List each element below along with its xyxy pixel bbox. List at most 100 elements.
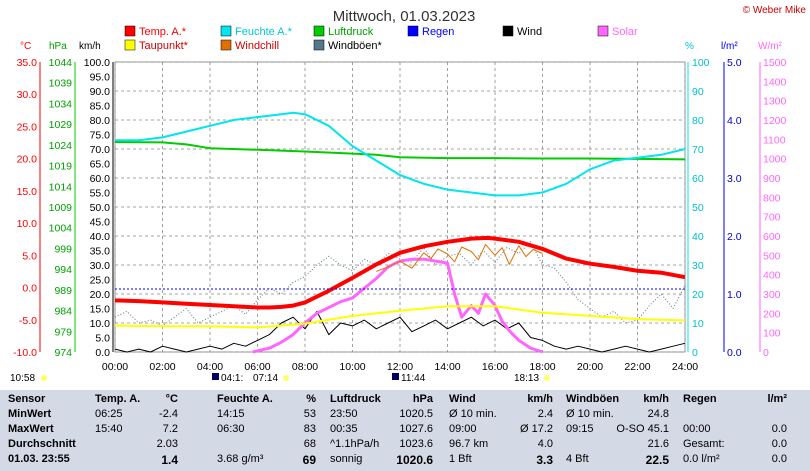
solar-tick-label: 0 [763,347,769,359]
table-header-cell: Feuchte A. [217,393,273,405]
sunrise-icon [212,373,219,380]
wind-tick-label: 10.0 [90,318,111,330]
legend-label-humidity: Feuchte A.* [235,26,293,38]
humidity-tick-label: 60 [692,173,704,185]
temp-unit: °C [20,41,31,52]
table-cell: -2.4 [159,408,178,420]
solar-tick-label: 800 [763,192,781,204]
series-windchill-line [376,243,543,272]
wind-tick-label: 75.0 [90,130,111,142]
legend: Temp. A.* Feuchte A.* Luftdruck Regen Wind So… [124,25,638,52]
humidity-tick-label: 10 [692,318,704,330]
table-header-cell: % [306,393,316,405]
humidity-unit: % [685,41,694,52]
x-tick-label: 18:00 [529,361,555,373]
pressure-tick-label: 1014 [49,181,73,193]
series-pressure-line [114,141,686,161]
table-cell: 1020.5 [399,408,433,420]
legend-swatch-pressure [313,25,325,37]
table-cell: Ø 10 min. [449,408,497,420]
table-cell: 0.0 l/m² [683,453,720,465]
sunset-label: 18:13 [514,373,539,384]
temp-tick-label: 10.0 [17,218,38,230]
table-cell: 06:30 [217,423,245,435]
temp-tick-label: 30.0 [17,89,38,101]
table-cell: 14:15 [217,408,245,420]
wind-tick-label: 20.0 [90,289,111,301]
rain-tick-label: 1.0 [727,289,742,301]
humidity-tick-label: 20 [692,289,704,301]
table-cell: 68 [303,438,316,450]
legend-label-rain: Regen [422,26,454,38]
pressure-tick-label: 989 [54,285,72,297]
table-cell: 4.0 [537,438,553,450]
solar-tick-label: 1300 [763,96,787,108]
pressure-tick-label: 1039 [49,78,73,90]
solar-tick-label: 1200 [763,115,787,127]
temp-tick-label: 25.0 [17,121,38,133]
legend-label-temp: Temp. A.* [139,26,187,38]
wind-tick-label: 55.0 [90,188,111,200]
table-cell: 0.0 [771,453,787,465]
table-cell: 2.4 [537,408,553,420]
wind-tick-label: 50.0 [90,202,111,214]
x-tick-label: 14:00 [434,361,460,373]
table-header-cell: Windböen [566,393,620,405]
weather-chart: Mittwoch, 01.03.2023 © Weber Mike Temp. … [10,5,806,384]
rain-tick-label: 4.0 [727,115,742,127]
wind-tick-label: 40.0 [90,231,111,243]
pressure-tick-label: 984 [54,306,72,318]
wind-tick-label: 45.0 [90,217,111,229]
x-tick-label: 08:00 [292,361,318,373]
legend-label-dewpoint: Taupunkt* [139,40,189,52]
legend-label-solar: Solar [612,26,638,38]
noon-icon [392,373,399,380]
legend-swatch-gust [313,39,325,51]
table-cell: sonnig [330,453,363,465]
rain-tick-label: 5.0 [727,57,742,69]
humidity-tick-label: 100 [692,57,710,69]
series-gust-line [114,241,686,327]
wind-tick-label: 60.0 [90,173,111,185]
table-header-cell: hPa [412,393,433,405]
rain-unit: l/m² [721,41,738,52]
table-header-cell: Wind [449,393,476,405]
pressure-tick-label: 1044 [49,57,73,69]
sun-times: 10:58 04:1: 07:14 11:44 18:13 [10,373,550,384]
series-dewpoint-line [114,305,686,329]
table-cell: 00:00 [683,423,711,435]
table-header-cell: °C [165,393,178,405]
table-cell: 1027.6 [399,423,433,435]
solar-tick-label: 700 [763,212,781,224]
table-cell: 01.03. 23:55 [8,453,70,465]
table-cell: 4 Bft [566,453,589,465]
table-cell: 00:35 [330,423,358,435]
wind-tick-label: 35.0 [90,246,111,258]
solar-tick-label: 1100 [763,134,786,146]
axes: -10.0 -5.0 0.0 5.0 10.0 15.0 20.0 25.0 30.0 35.0 9… [13,57,786,373]
table-cell: 1020.6 [396,453,433,467]
x-tick-label: 12:00 [387,361,413,373]
legend-swatch-dewpoint [124,39,136,51]
pressure-tick-label: 1004 [49,223,73,235]
wind-tick-label: 95.0 [90,72,111,84]
wind-tick-label: 100.0 [84,57,110,69]
summary-table: Sensor Temp. A. °C Feuchte A.% Luftdruck hPa W… [0,390,810,471]
humidity-tick-label: 40 [692,231,704,243]
humidity-tick-label: 30 [692,260,704,272]
wind-unit: km/h [79,41,101,52]
temp-tick-label: -5.0 [19,315,37,327]
solar-tick-label: 200 [763,308,781,320]
legend-swatch-solar [597,25,609,37]
sunrise-time-label: 07:14 [253,373,278,384]
rain-tick-label: 3.0 [727,173,742,185]
legend-swatch-humidity [220,25,232,37]
rain-tick-label: 2.0 [727,231,742,243]
table-cell: MaxWert [8,423,54,435]
pressure-tick-label: 1034 [49,98,73,110]
table-cell: 1023.6 [399,438,433,450]
pressure-tick-label: 1024 [49,140,73,152]
humidity-tick-label: 50 [692,202,704,214]
table-cell: 1 Bft [449,453,472,465]
wind-tick-label: 5.0 [95,333,110,345]
